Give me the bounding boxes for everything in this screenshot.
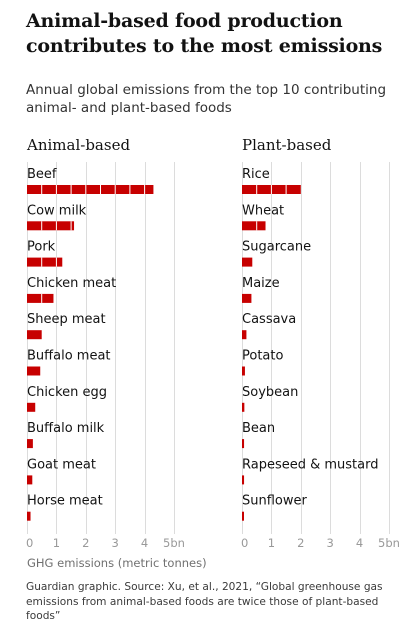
bar-0-2 [27, 257, 63, 267]
x-tick-label-0-1: 1 [53, 536, 60, 550]
category-label-0-9: Horse meat [27, 494, 103, 509]
bar-1-9 [242, 511, 244, 521]
chart-source-note: Guardian graphic. Source: Xu, et al., 20… [26, 581, 383, 622]
category-label-0-2: Pork [27, 240, 56, 255]
category-label-1-3: Maize [242, 276, 280, 291]
x-tick-label-1-0: 0 [241, 536, 248, 550]
x-tick-label-1-1: 1 [268, 536, 275, 550]
category-label-1-4: Cassava [242, 312, 296, 327]
x-tick-label-0-5: 5bn [163, 536, 185, 550]
x-tick-label-0-3: 3 [112, 536, 119, 550]
bar-0-8 [27, 475, 33, 485]
x-tick-label-0-0: 0 [26, 536, 33, 550]
x-tick-label-1-3: 3 [327, 536, 334, 550]
category-label-1-2: Sugarcane [242, 240, 311, 255]
category-label-1-8: Rapeseed & mustard [242, 457, 379, 472]
category-label-0-6: Chicken egg [27, 385, 107, 400]
bar-1-1 [242, 221, 266, 231]
bar-1-8 [242, 475, 245, 485]
bar-1-4 [242, 330, 247, 340]
chart-subtitle: Annual global emissions from the top 10 … [26, 82, 387, 116]
panel-title-1: Plant-based [242, 136, 332, 154]
bar-0-4 [27, 330, 42, 340]
bar-0-7 [27, 439, 33, 449]
x-tick-label-1-5: 5bn [378, 536, 400, 550]
category-label-1-7: Bean [242, 421, 275, 436]
category-label-1-1: Wheat [242, 203, 284, 218]
bar-0-6 [27, 402, 36, 412]
bar-0-9 [27, 511, 31, 521]
category-label-0-5: Buffalo meat [27, 349, 111, 364]
x-tick-label-0-2: 2 [82, 536, 89, 550]
x-tick-label-1-2: 2 [297, 536, 304, 550]
bar-0-1 [27, 221, 75, 231]
category-label-1-0: Rice [242, 167, 270, 182]
bar-0-3 [27, 293, 54, 303]
x-tick-label-0-4: 4 [141, 536, 148, 550]
category-label-1-6: Soybean [242, 385, 298, 400]
category-label-1-9: Sunflower [242, 494, 308, 509]
bar-1-3 [242, 293, 252, 303]
x-axis-label-0: GHG emissions (metric tonnes) [27, 556, 207, 570]
bar-0-5 [27, 366, 41, 376]
category-label-1-5: Potato [242, 349, 283, 364]
bar-1-6 [242, 402, 245, 412]
chart-title: Animal-based food production contributes… [26, 10, 383, 57]
category-label-0-1: Cow milk [27, 203, 87, 218]
bar-1-5 [242, 366, 245, 376]
bar-1-2 [242, 257, 253, 267]
panel-title-0: Animal-based [26, 136, 130, 154]
category-label-0-8: Goat meat [27, 457, 96, 472]
category-label-0-4: Sheep meat [27, 312, 106, 327]
x-tick-label-1-4: 4 [356, 536, 363, 550]
bar-1-7 [242, 439, 245, 449]
chart-plot-area: Animal-based Beef Cow milk Pork Chicken meat… [26, 136, 400, 570]
category-label-0-3: Chicken meat [27, 276, 116, 291]
bar-0-0 [27, 185, 154, 194]
category-label-0-0: Beef [27, 167, 57, 182]
category-label-0-7: Buffalo milk [27, 421, 105, 436]
